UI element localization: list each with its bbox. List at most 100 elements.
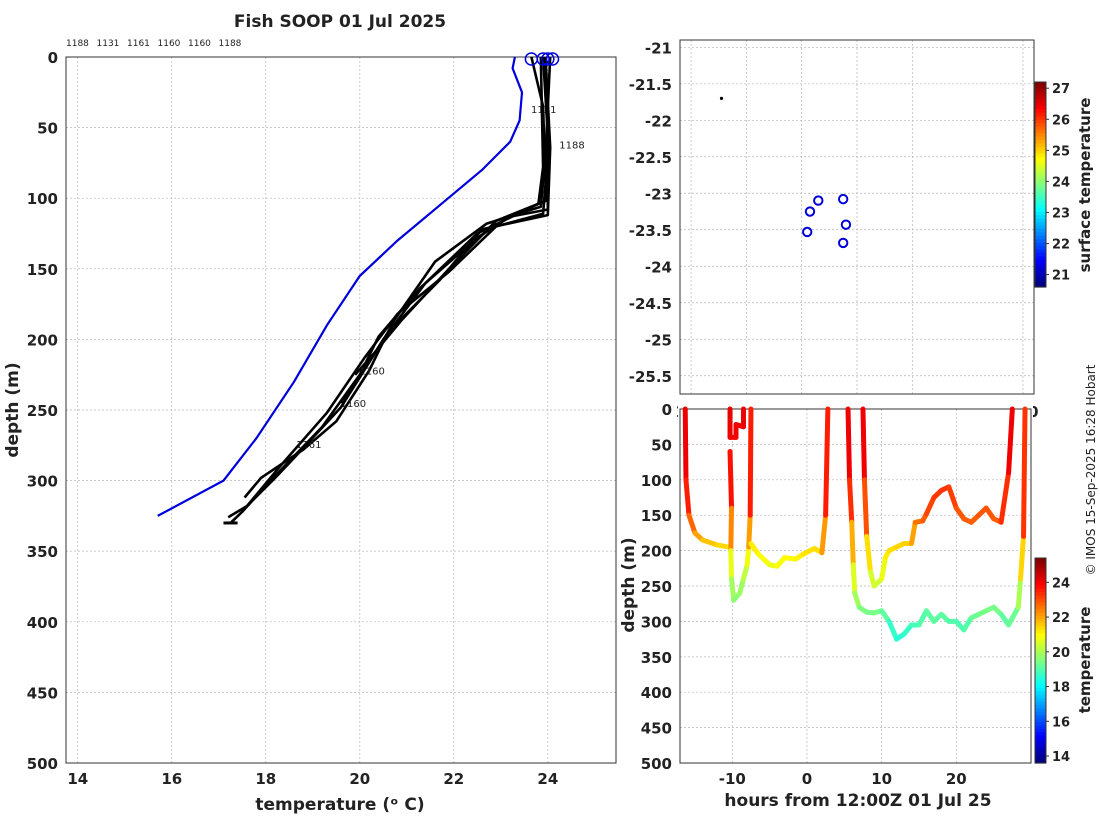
track-segment bbox=[847, 477, 855, 525]
track-segment bbox=[946, 484, 959, 511]
y-tick-label: 350 bbox=[27, 543, 58, 561]
colorbar-swatch bbox=[1035, 568, 1046, 573]
colorbar-swatch bbox=[1035, 718, 1046, 723]
colorbar-swatch bbox=[1035, 102, 1046, 107]
colorbar-swatch bbox=[1035, 201, 1046, 206]
top-label: 1160 bbox=[158, 39, 181, 49]
station-marker bbox=[840, 219, 852, 230]
lat-tick-label: -23.5 bbox=[629, 222, 672, 240]
lat-tick-label: -22.5 bbox=[629, 149, 672, 167]
top-label: 1131 bbox=[97, 39, 120, 49]
track-segment bbox=[728, 505, 735, 554]
colorbar-swatch bbox=[1035, 123, 1046, 128]
colorbar-swatch bbox=[1035, 116, 1046, 121]
x-tick-label: 10 bbox=[871, 770, 892, 788]
colorbar-swatch bbox=[1035, 170, 1046, 175]
map-frame bbox=[679, 39, 1035, 395]
colorbar-swatch bbox=[1035, 745, 1046, 750]
colorbar-swatch bbox=[1035, 561, 1046, 566]
y-tick-label: 250 bbox=[27, 402, 58, 420]
station-marker bbox=[802, 226, 813, 238]
colorbar-swatch bbox=[1035, 670, 1046, 675]
temperature-colorbar-label: temperature bbox=[1076, 607, 1094, 714]
x-tick-label: 20 bbox=[349, 770, 370, 788]
colorbar-tick-label: 25 bbox=[1052, 144, 1070, 159]
track-segment bbox=[849, 519, 856, 568]
colorbar-swatch bbox=[1035, 643, 1046, 648]
land-point bbox=[719, 96, 724, 100]
top-label: 1160 bbox=[188, 39, 211, 49]
x-tick-label: 14 bbox=[67, 770, 88, 788]
colorbar-swatch bbox=[1035, 585, 1046, 590]
colorbar-swatch bbox=[1035, 95, 1046, 100]
colorbar-swatch bbox=[1035, 681, 1046, 686]
colorbar-swatch bbox=[1035, 184, 1046, 189]
y-tick-label: 0 bbox=[662, 401, 672, 419]
colorbar-swatch bbox=[1035, 129, 1046, 134]
colorbar-swatch bbox=[1035, 640, 1046, 645]
colorbar-swatch bbox=[1035, 276, 1046, 281]
track-segment bbox=[823, 406, 831, 518]
y-tick-label: 400 bbox=[27, 614, 58, 632]
colorbar-swatch bbox=[1035, 728, 1046, 733]
y-tick-label: 200 bbox=[27, 331, 58, 349]
colorbar-swatch bbox=[1035, 177, 1046, 182]
colorbar-tick-label: 14 bbox=[1052, 750, 1070, 765]
x-tick-label: 18 bbox=[255, 770, 276, 788]
colorbar-swatch bbox=[1035, 732, 1046, 737]
colorbar-frame bbox=[1034, 557, 1047, 764]
colorbar-swatch bbox=[1035, 602, 1046, 607]
colorbar-swatch bbox=[1035, 660, 1046, 665]
colorbar-swatch bbox=[1035, 558, 1046, 563]
lat-tick-label: -24.5 bbox=[629, 295, 672, 313]
track-segment bbox=[727, 448, 735, 511]
colorbar-swatch bbox=[1035, 112, 1046, 117]
colorbar-swatch bbox=[1035, 739, 1046, 744]
top-label: 1188 bbox=[66, 39, 89, 49]
colorbar-swatch bbox=[1035, 674, 1046, 679]
chart-title: Fish SOOP 01 Jul 2025 bbox=[234, 12, 446, 32]
y-tick-label: 100 bbox=[641, 472, 672, 490]
y-tick-label: 50 bbox=[651, 436, 672, 454]
colorbar-swatch bbox=[1035, 592, 1046, 597]
lat-tick-label: -22 bbox=[645, 112, 672, 130]
track-segment bbox=[1018, 533, 1027, 582]
track-segment bbox=[755, 551, 773, 568]
y-tick-label: 500 bbox=[27, 755, 58, 773]
colorbar-swatch bbox=[1035, 269, 1046, 274]
track-segment bbox=[860, 406, 867, 483]
track-segment bbox=[683, 477, 692, 518]
track-segment bbox=[686, 512, 698, 536]
colorbar-tick-label: 26 bbox=[1052, 113, 1070, 128]
y-tick-label: 100 bbox=[27, 190, 58, 208]
colorbar-swatch bbox=[1035, 629, 1046, 634]
lat-tick-label: -23 bbox=[645, 185, 672, 203]
track-segment bbox=[728, 548, 735, 582]
colorbar-swatch bbox=[1035, 759, 1046, 764]
colorbar-swatch bbox=[1035, 232, 1046, 237]
colorbar-swatch bbox=[1035, 252, 1046, 257]
track-segment bbox=[909, 519, 918, 547]
colorbar-swatch bbox=[1035, 633, 1046, 638]
profile-label: 1160 bbox=[359, 366, 384, 377]
profile-label: 1131 bbox=[531, 105, 556, 116]
top-label: 1161 bbox=[127, 39, 150, 49]
colorbar-frame bbox=[1034, 81, 1047, 288]
y-tick-label: 450 bbox=[641, 720, 672, 738]
y-tick-label: 450 bbox=[27, 684, 58, 702]
station-marker bbox=[804, 206, 816, 217]
colorbar-swatch bbox=[1035, 146, 1046, 151]
track-segment bbox=[699, 537, 720, 548]
track-segment bbox=[1021, 406, 1028, 539]
colorbar-tick-label: 24 bbox=[1052, 576, 1070, 591]
x-tick-label: 24 bbox=[537, 770, 558, 788]
lat-tick-label: -24 bbox=[645, 258, 672, 276]
colorbar-swatch bbox=[1035, 160, 1046, 165]
colorbar-swatch bbox=[1035, 663, 1046, 668]
colorbar-swatch bbox=[1035, 605, 1046, 610]
colorbar-swatch bbox=[1035, 684, 1046, 689]
colorbar-swatch bbox=[1035, 239, 1046, 244]
colorbar-swatch bbox=[1035, 181, 1046, 186]
positions-panel: -21 -21.5 -22 -22.5 -23 -23.5 -24 -24.5 -25 -25.5… bbox=[629, 39, 1070, 421]
colorbar-swatch bbox=[1035, 691, 1046, 696]
